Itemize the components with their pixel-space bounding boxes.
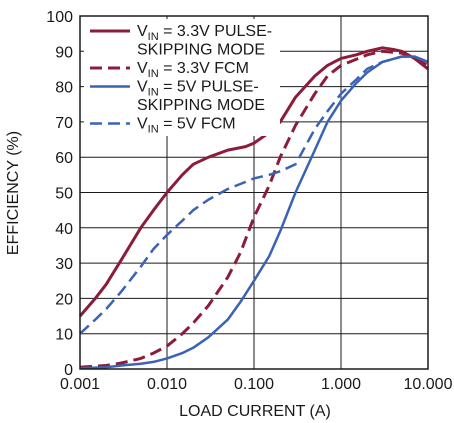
legend-label: SKIPPING MODE (137, 97, 265, 114)
legend-label: VIN = 5V PULSE- (137, 79, 259, 99)
x-tick-label: 0.010 (147, 376, 187, 393)
y-tick-label: 70 (55, 115, 73, 132)
legend-label: SKIPPING MODE (137, 42, 265, 59)
legend-label: VIN = 5V FCM (137, 116, 236, 136)
plot-frame (79, 15, 429, 370)
series-line-vin33-ps (78, 46, 429, 318)
series-lines (78, 46, 429, 370)
legend-label: VIN = 3.3V PULSE- (137, 23, 272, 43)
y-tick-label: 20 (55, 291, 73, 308)
x-tick-label: 1.000 (321, 376, 361, 393)
y-tick-label: 40 (55, 221, 73, 238)
series-line-vin33-fcm (79, 49, 429, 369)
y-tick-label: 30 (55, 256, 73, 273)
series-line-vin5-ps (79, 55, 429, 370)
y-tick-label: 0 (64, 362, 73, 379)
y-tick-label: 60 (55, 150, 73, 167)
x-tick-label: 0.001 (60, 376, 100, 393)
legend-label: VIN = 3.3V FCM (137, 60, 249, 80)
series-line-vin5-fcm (79, 55, 429, 335)
x-axis-title: LOAD CURRENT (A) (179, 403, 331, 420)
x-tick-label: 0.100 (234, 376, 274, 393)
y-tick-label: 100 (46, 9, 73, 26)
y-tick-label: 80 (55, 80, 73, 97)
legend-background (84, 19, 280, 136)
x-tick-label: 10.000 (404, 376, 453, 393)
y-tick-label: 50 (55, 186, 73, 203)
axis-tick-labels: 0 10 20 30 40 50 60 70 80 90 100 0.001 0.010 0.100 1.0… (46, 9, 452, 393)
y-tick-label: 10 (55, 327, 73, 344)
y-tick-label: 90 (55, 44, 73, 61)
y-axis-title: EFFICIENCY (%) (5, 131, 22, 255)
